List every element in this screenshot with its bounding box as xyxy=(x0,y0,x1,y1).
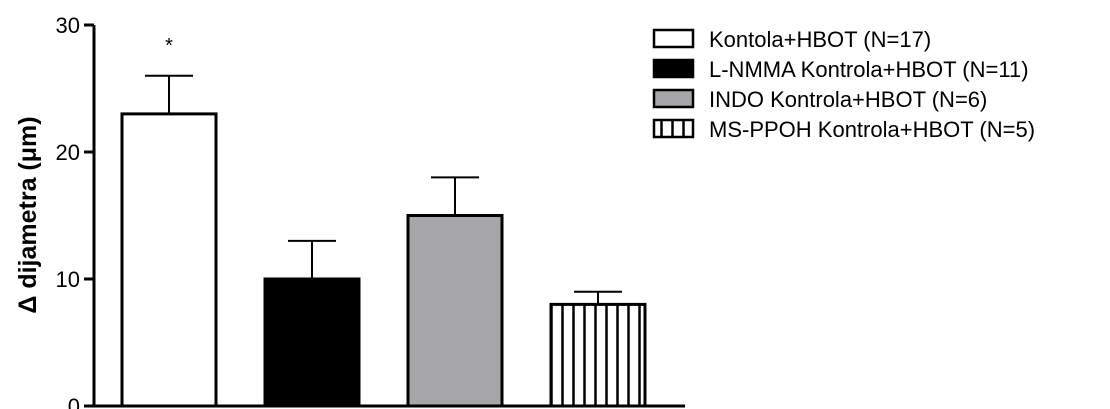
bar xyxy=(549,302,647,408)
legend: Kontola+HBOT (N=17) L-NMMA Kontrola+HBOT … xyxy=(652,27,1035,142)
legend-label: Kontola+HBOT (N=17) xyxy=(709,27,931,52)
legend-label: INDO Kontrola+HBOT (N=6) xyxy=(709,87,987,112)
y-ticks: 0 10 20 30 xyxy=(56,13,94,409)
annotations: * xyxy=(165,35,173,57)
significance-marker: * xyxy=(165,35,173,57)
bar xyxy=(263,277,361,408)
y-tick-label: 20 xyxy=(56,140,80,165)
y-tick-label: 0 xyxy=(68,394,80,409)
y-tick-label: 30 xyxy=(56,13,80,38)
y-axis-title: Δ dijametra (μm) xyxy=(14,116,42,313)
legend-label: MS-PPOH Kontrola+HBOT (N=5) xyxy=(709,117,1035,142)
bars xyxy=(120,112,647,408)
legend-swatch xyxy=(652,118,695,139)
error-bars xyxy=(145,74,622,305)
legend-swatch xyxy=(652,58,695,79)
legend-label: L-NMMA Kontrola+HBOT (N=11) xyxy=(709,57,1029,82)
bar xyxy=(406,214,504,408)
bar xyxy=(120,112,218,408)
y-tick-label: 10 xyxy=(56,267,80,292)
legend-swatch xyxy=(652,28,695,49)
legend-swatch xyxy=(652,88,695,109)
